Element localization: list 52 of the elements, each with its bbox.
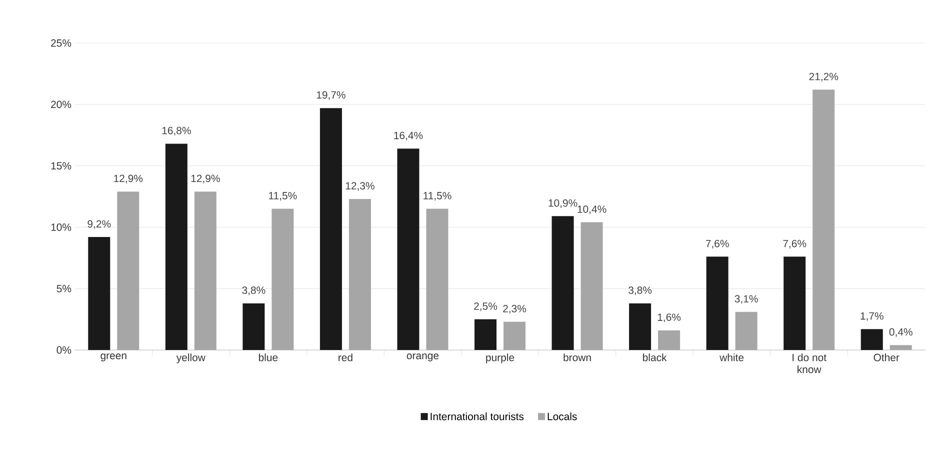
legend-label: International tourists [430,412,524,420]
legend-label: Locals [548,412,577,420]
bar [397,148,420,350]
bar [165,144,188,350]
data-label: 10,4% [578,205,606,214]
bar [629,303,652,350]
x-tick-label: Other [874,354,900,362]
data-label: 1,6% [658,314,681,322]
data-label: 1,7% [860,312,884,321]
data-label: 3,8% [242,286,266,296]
y-tick-label: 25% [51,39,72,47]
data-label: 7,6% [706,240,729,248]
data-label: 21,2% [809,72,838,82]
x-tick-label: red [338,354,352,362]
y-tick-label: 5% [56,284,72,292]
data-label: 16,8% [162,126,191,136]
x-tick-label: blue [258,354,278,362]
data-label: 2,5% [474,302,498,312]
bar [706,256,728,350]
x-tick-label: purple [486,354,514,364]
bar [474,319,497,350]
data-label: 10,9% [548,199,578,208]
data-label: 9,2% [88,220,111,229]
data-label: 2,3% [503,304,526,314]
bar [320,108,342,350]
bar [88,237,110,350]
x-tick-label: brown [564,354,591,362]
x-tick-label: yellow [176,354,206,364]
data-label: 16,4% [394,132,423,140]
data-label: 19,7% [316,91,346,100]
x-tick-label: green [100,354,126,362]
bar [552,216,574,350]
data-label: 7,6% [783,240,806,248]
x-tick-label: black [643,354,667,362]
y-tick-label: 15% [51,162,72,170]
data-label: 11,5% [424,192,452,201]
x-tick-label: orange [406,354,439,362]
y-tick-label: 10% [51,224,72,231]
x-tick-label: I do not know [792,354,826,374]
y-tick-label: 20% [51,100,72,108]
data-label: 11,5% [269,192,297,201]
bar [242,303,265,350]
data-label: 12,9% [191,174,220,184]
data-label: 3,1% [734,295,758,304]
data-label: 0,4% [889,328,912,337]
bar [784,256,806,350]
data-label: 12,3% [346,182,374,191]
bar [860,329,883,350]
y-tick-label: 0% [56,346,72,354]
data-label: 12,9% [114,174,143,184]
data-label: 3,8% [628,286,652,296]
x-tick-label: white [720,354,744,362]
